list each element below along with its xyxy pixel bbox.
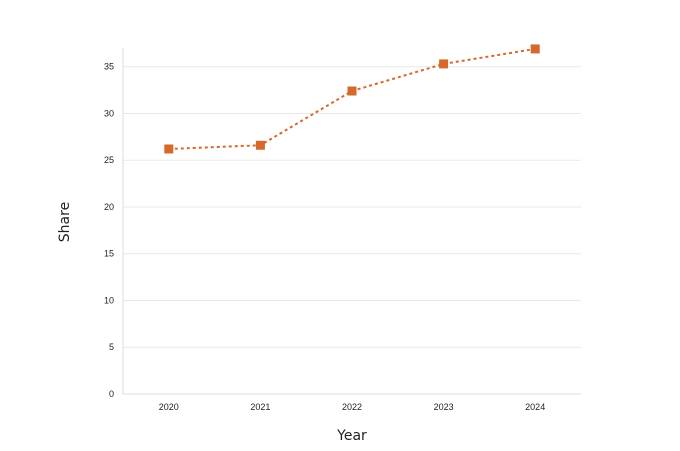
data-point-2024	[530, 44, 540, 54]
x-axis-title: Year	[336, 428, 367, 444]
y-tick-label: 35	[104, 62, 114, 72]
data-point-2021	[255, 140, 265, 150]
y-tick-label: 10	[104, 295, 114, 305]
series-line	[168, 47, 536, 150]
x-tick-label: 2023	[434, 402, 454, 412]
y-tick-label: 0	[109, 389, 114, 399]
x-tick-label: 2020	[159, 402, 179, 412]
tick-labels: 0 5 10 15 20 25 30 35 2020 2021 2022 2023 2024	[104, 62, 545, 412]
y-tick-label: 15	[104, 249, 114, 259]
y-axis-title: Share	[57, 202, 73, 242]
y-tick-label: 20	[104, 202, 114, 212]
data-point-2023	[439, 59, 449, 69]
series	[164, 44, 540, 154]
x-tick-label: 2024	[525, 402, 545, 412]
data-point-2020	[164, 144, 174, 154]
y-tick-label: 25	[104, 155, 114, 165]
x-tick-label: 2022	[342, 402, 362, 412]
y-tick-label: 5	[109, 342, 114, 352]
axes	[122, 48, 581, 395]
data-point-2022	[347, 86, 357, 96]
y-tick-label: 30	[104, 108, 114, 118]
x-tick-label: 2021	[250, 402, 270, 412]
gridlines	[123, 66, 581, 348]
